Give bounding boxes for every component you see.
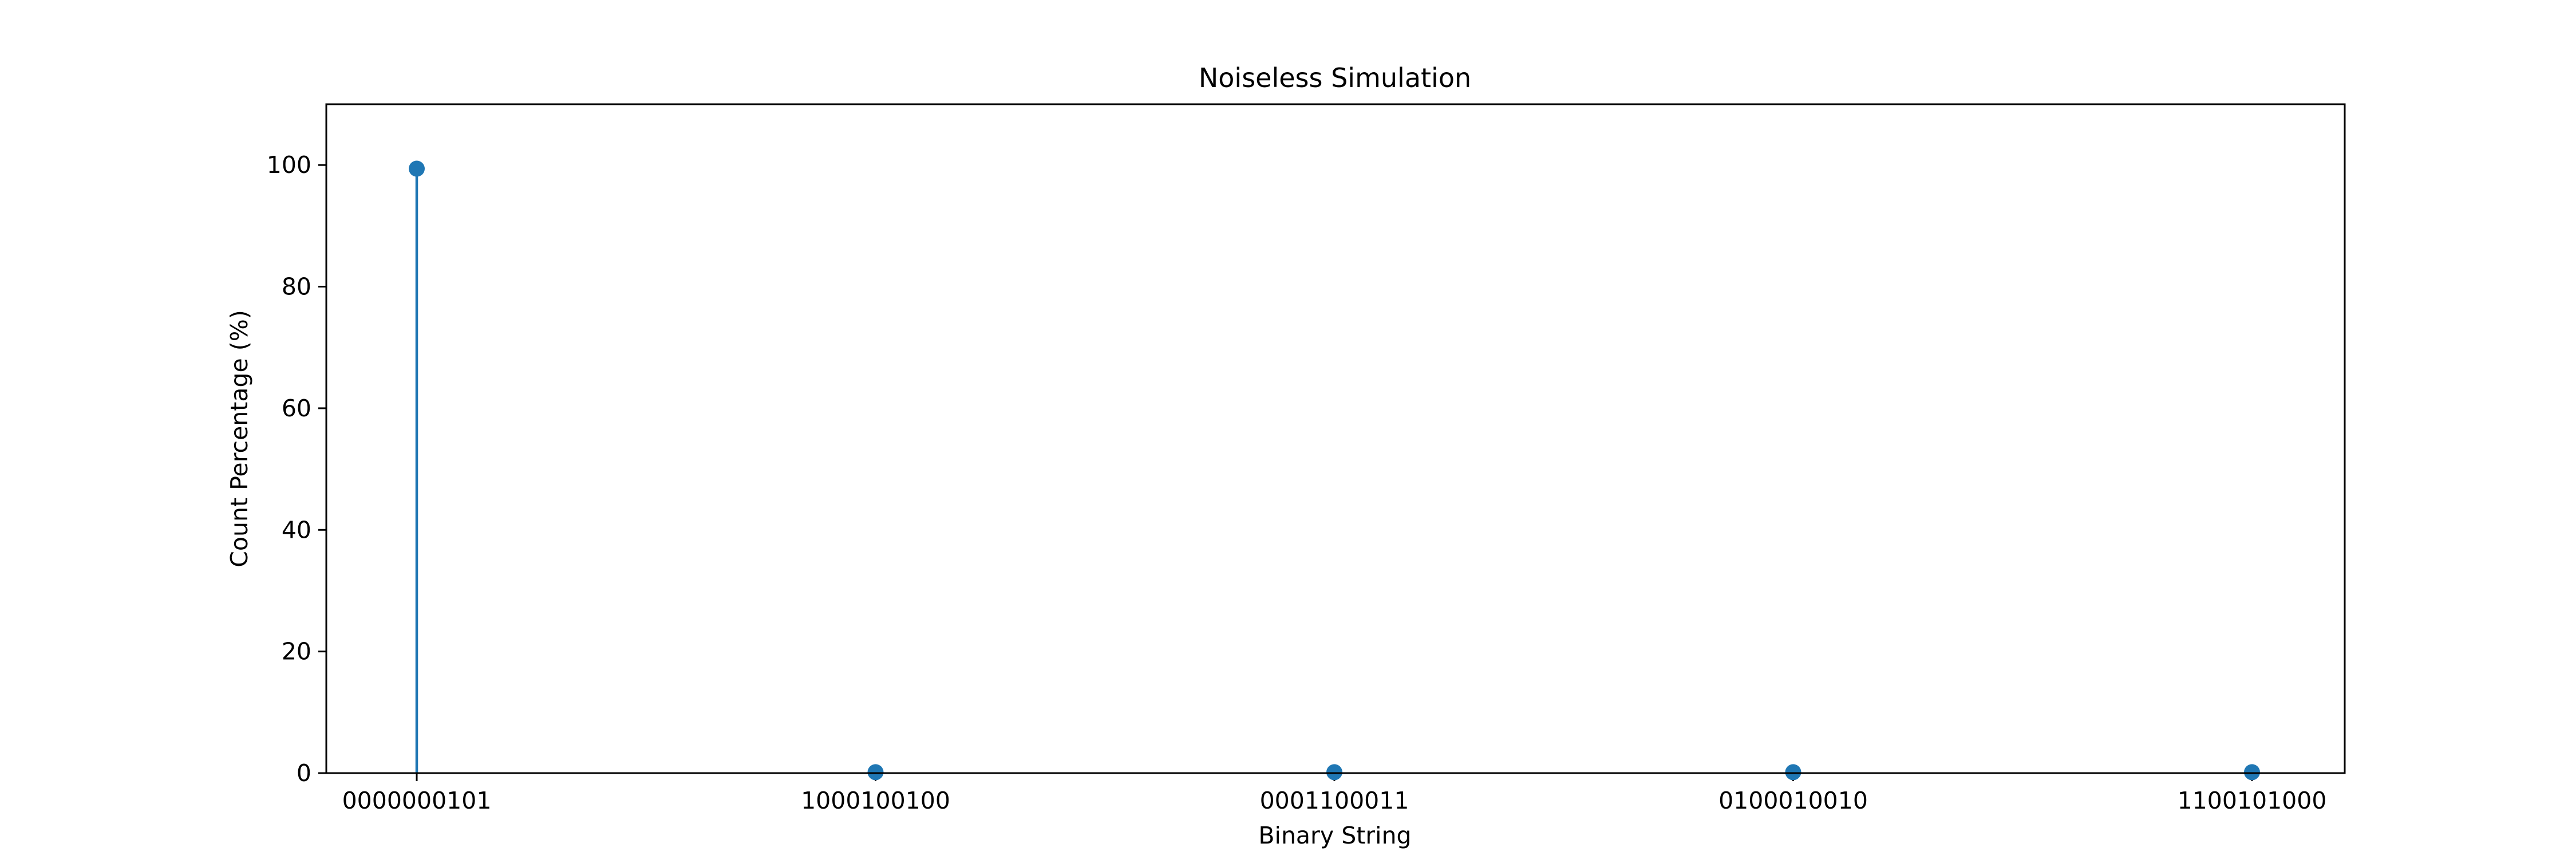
data-series [409, 160, 2260, 781]
y-tick-label: 0 [297, 759, 311, 787]
x-tick-label: 0000000101 [342, 787, 492, 814]
y-axis-label: Count Percentage (%) [226, 310, 253, 567]
y-tick-label: 20 [282, 638, 311, 665]
x-tick-label: 1000100100 [801, 787, 950, 814]
y-tick-label: 80 [282, 273, 311, 301]
y-tick-label: 40 [282, 516, 311, 543]
y-axis-ticks: 0 20 40 60 80 100 [267, 151, 326, 787]
stem-marker [1785, 764, 1801, 781]
stem-marker [1326, 764, 1342, 781]
chart-title: Noiseless Simulation [1199, 62, 1471, 93]
stem-marker [867, 764, 884, 781]
stem-marker [2244, 764, 2260, 781]
plot-area-frame [325, 103, 2346, 774]
stem-marker [409, 160, 425, 177]
x-tick-label: 0001100011 [1260, 787, 1409, 814]
y-tick-label: 100 [267, 151, 311, 179]
x-axis-ticks: 0000000101 1000100100 0001100011 0100010010… [342, 773, 2327, 814]
x-tick-label: 0100010010 [1718, 787, 1868, 814]
x-axis-label: Binary String [1258, 822, 1411, 849]
x-tick-label: 1100101000 [2178, 787, 2327, 814]
y-tick-label: 60 [282, 395, 311, 422]
